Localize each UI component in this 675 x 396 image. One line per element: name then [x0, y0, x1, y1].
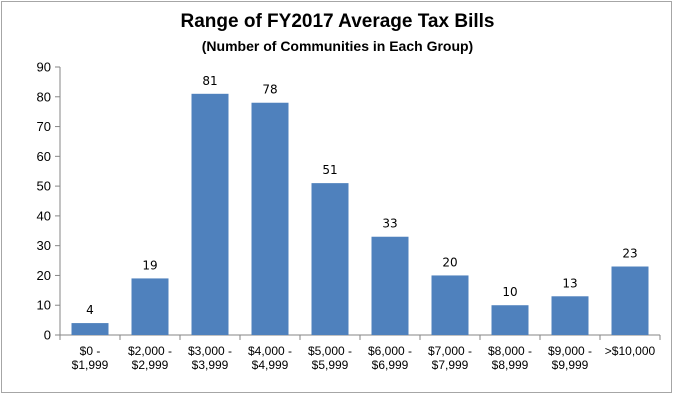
y-tick-label: 30 [37, 238, 51, 253]
data-labels: 4 19 81 78 51 33 20 10 13 23 [86, 74, 637, 317]
x-tick-label: $3,999 [192, 358, 229, 372]
bar [131, 278, 169, 335]
x-tick-label: $7,999 [432, 358, 469, 372]
x-tick-label: $5,000 - [308, 344, 352, 358]
data-label: 19 [142, 258, 157, 272]
y-tick-label: 70 [37, 119, 51, 134]
x-tick-label: $6,000 - [368, 344, 412, 358]
bar [611, 266, 649, 335]
bar [311, 183, 349, 335]
x-tick-label: $0 - [80, 344, 101, 358]
data-label: 78 [262, 83, 277, 97]
x-tick-label: $5,999 [312, 358, 349, 372]
data-label: 23 [622, 247, 637, 261]
x-tick-label: $2,999 [132, 358, 169, 372]
x-tick-label: $7,000 - [428, 344, 472, 358]
data-label: 33 [382, 217, 397, 231]
bar [71, 323, 109, 335]
y-tick-label: 90 [37, 60, 51, 75]
bar [551, 296, 589, 335]
bar [191, 93, 229, 335]
chart-title: Range of FY2017 Average Tax Bills [180, 11, 495, 32]
data-label: 13 [562, 276, 577, 290]
x-tick-label: $4,999 [252, 358, 289, 372]
x-tick-label: $9,000 - [548, 344, 592, 358]
chart-axes: 0 10 20 30 40 50 60 70 80 90 $0 -$1,999 $2,000 -$2,… [37, 60, 661, 372]
x-tick-label: $2,000 - [128, 344, 172, 358]
data-label: 10 [502, 285, 517, 299]
x-tick-label: $9,999 [552, 358, 589, 372]
bar [251, 102, 289, 335]
x-tick-label: $4,000 - [248, 344, 292, 358]
chart-subtitle: (Number of Communities in Each Group) [201, 38, 474, 54]
bars [71, 93, 649, 335]
y-tick-label: 10 [37, 298, 51, 313]
y-tick-label: 50 [37, 179, 51, 194]
data-label: 4 [86, 303, 94, 317]
data-label: 20 [442, 255, 457, 269]
bar [371, 236, 409, 335]
bar [491, 305, 529, 335]
y-tick-label: 0 [44, 328, 51, 343]
y-tick-label: 80 [37, 89, 51, 104]
x-tick-label: $3,000 - [188, 344, 232, 358]
x-tick-label: $1,999 [72, 358, 109, 372]
x-tick-label: >$10,000 [605, 344, 656, 358]
y-tick-label: 40 [37, 208, 51, 223]
data-label: 51 [322, 163, 337, 177]
y-tick-label: 60 [37, 149, 51, 164]
data-label: 81 [202, 74, 217, 88]
y-tick-label: 20 [37, 268, 51, 283]
x-tick-label: $8,000 - [488, 344, 532, 358]
x-tick-label: $6,999 [372, 358, 409, 372]
bar [431, 275, 469, 335]
x-tick-label: $8,999 [492, 358, 529, 372]
